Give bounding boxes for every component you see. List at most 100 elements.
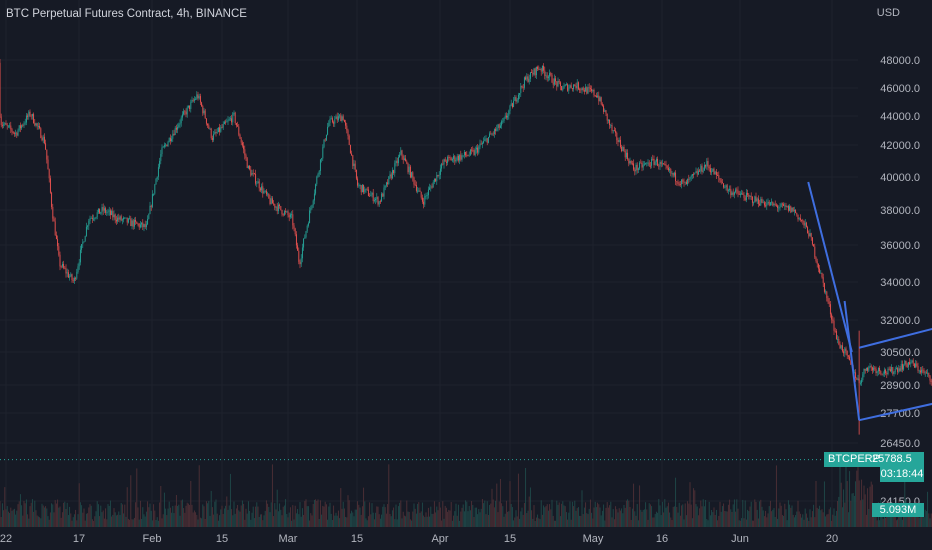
volume-bar [71, 520, 73, 527]
volume-bar [151, 520, 153, 527]
volume-bar [819, 505, 821, 527]
candle-body [168, 137, 170, 143]
candle-body [238, 126, 240, 135]
candle-body [125, 217, 127, 219]
candle-body [73, 277, 75, 281]
candle-body [555, 78, 557, 82]
volume-bar [18, 501, 20, 527]
volume-bar [155, 519, 157, 527]
candle-body [541, 65, 543, 72]
volume-bar [426, 516, 428, 527]
candle-body [591, 88, 593, 92]
candle-body [681, 179, 683, 185]
candle-body [658, 165, 660, 167]
volume-bar [279, 503, 281, 527]
candle-body [887, 368, 889, 375]
candle-body [459, 154, 461, 161]
candle-body [313, 193, 315, 201]
volume-bar [7, 511, 9, 527]
volume-bar [220, 509, 222, 527]
volume-bar [88, 507, 90, 527]
candle-body [733, 192, 735, 195]
candle-body [292, 214, 294, 226]
candle-body [178, 124, 180, 128]
candle-body [241, 142, 243, 146]
candle-body [723, 183, 725, 188]
candle-body [628, 159, 630, 164]
candle-body [121, 219, 123, 221]
volume-bar [403, 515, 405, 527]
candle-body [77, 266, 79, 272]
volume-bar [894, 507, 896, 527]
volume-bar [636, 504, 638, 527]
volume-bar [387, 504, 389, 527]
candle-body [863, 368, 865, 375]
candle-body [519, 93, 521, 95]
candle-body [288, 215, 290, 218]
volume-bar [515, 510, 517, 527]
volume-bar [630, 519, 632, 527]
volume-bar [355, 509, 357, 527]
candle-body [437, 175, 439, 176]
volume-bar [147, 501, 149, 527]
volume-bar [72, 517, 74, 527]
volume-tag: 5.093M [872, 503, 924, 517]
candle-body [684, 181, 686, 183]
candle-body [24, 122, 26, 124]
candle-body [149, 205, 151, 215]
volume-bar [687, 501, 689, 527]
candle-body [775, 204, 777, 206]
volume-bar [450, 502, 452, 527]
volume-bar [525, 468, 527, 527]
candle-body [304, 237, 306, 239]
volume-bar [561, 503, 563, 527]
volume-bar [192, 512, 194, 527]
time-axis-label: May [583, 533, 604, 545]
volume-bar [76, 520, 78, 527]
volume-bar [287, 517, 289, 527]
volume-bar [303, 514, 305, 527]
candle-body [625, 152, 627, 158]
candle-body [66, 272, 68, 274]
volume-bar [249, 510, 251, 527]
volume-bar [241, 500, 243, 527]
candle-body [736, 189, 738, 191]
candle-body [203, 110, 205, 114]
volume-bar [66, 502, 68, 527]
volume-bar [625, 500, 627, 527]
volume-bar [324, 501, 326, 527]
candle-body [559, 82, 561, 87]
candle-body [131, 220, 133, 227]
volume-bar [40, 518, 42, 527]
volume-bar [304, 501, 306, 527]
volume-bar [835, 510, 837, 527]
volume-bar [813, 504, 815, 527]
candle-body [247, 165, 249, 169]
candle-body [105, 208, 107, 213]
volume-bar [384, 507, 386, 527]
candle-body [514, 97, 516, 101]
volume-bar [430, 506, 432, 527]
candle-body [529, 72, 531, 79]
candle-body [21, 125, 23, 129]
volume-bar [574, 500, 576, 527]
volume-bar [544, 507, 546, 527]
volume-bar [214, 501, 216, 527]
volume-bar [865, 514, 867, 527]
volume-bar [243, 503, 245, 527]
candle-body [420, 191, 422, 198]
candle-body [517, 94, 519, 100]
candle-body [807, 227, 809, 234]
candle-body [682, 179, 684, 182]
volume-bar [540, 500, 542, 527]
candle-body [189, 105, 191, 110]
candle-body [401, 150, 403, 157]
candle-body [349, 145, 351, 154]
candle-body [741, 193, 743, 195]
candle-body [321, 158, 323, 160]
volume-bar [504, 513, 506, 527]
volume-bar [231, 509, 233, 527]
volume-bar [610, 501, 612, 527]
